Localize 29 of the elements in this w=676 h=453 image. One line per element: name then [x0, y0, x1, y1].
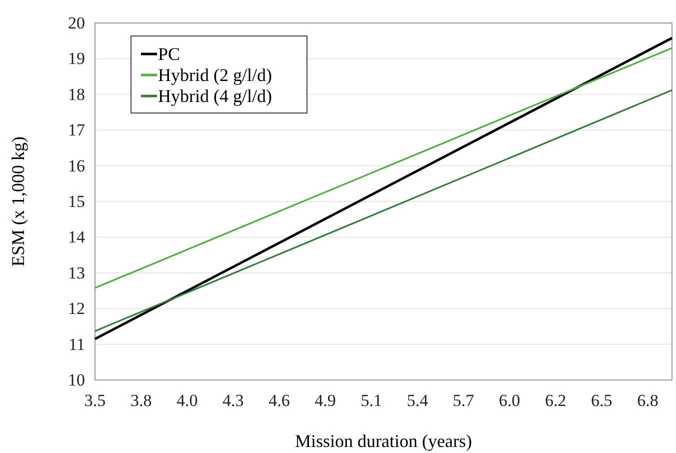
legend-label: PC: [158, 44, 180, 64]
y-tick-label: 14: [68, 228, 86, 247]
y-tick-label: 20: [68, 13, 85, 32]
x-tick-label: 4.9: [314, 391, 336, 410]
y-tick-label: 10: [68, 370, 85, 390]
y-tick-label: 15: [68, 192, 85, 211]
legend-label: Hybrid (2 g/l/d): [158, 65, 272, 85]
x-tick-label: 6.0: [498, 391, 520, 410]
x-axis-title: Mission duration (years): [295, 431, 472, 451]
x-tick-label: 6.2: [544, 391, 566, 410]
y-axis-title: ESM (x 1,000 kg): [8, 136, 28, 266]
x-tick-label: 3.5: [84, 391, 106, 410]
y-tick-label: 17: [68, 120, 86, 140]
y-tick-label: 12: [68, 299, 85, 318]
y-tick-label: 16: [68, 156, 85, 176]
x-tick-label: 5.7: [452, 391, 475, 410]
y-tick-label: 19: [68, 49, 85, 68]
x-tick-label: 6.5: [591, 391, 612, 410]
y-tick-label: 18: [68, 84, 85, 104]
x-tick-label: 6.8: [637, 391, 658, 410]
y-tick-label: 13: [68, 263, 85, 282]
x-tick-label: 4.6: [268, 391, 290, 410]
x-tick-label: 4.3: [222, 391, 244, 410]
legend-label: Hybrid (4 g/l/d): [158, 86, 272, 106]
x-tick-label: 3.8: [130, 391, 152, 410]
x-tick-label: 5.4: [406, 391, 429, 410]
x-tick-label: 4.0: [176, 391, 198, 410]
y-tick-label: 11: [68, 334, 85, 354]
x-tick-label: 5.1: [360, 391, 382, 410]
